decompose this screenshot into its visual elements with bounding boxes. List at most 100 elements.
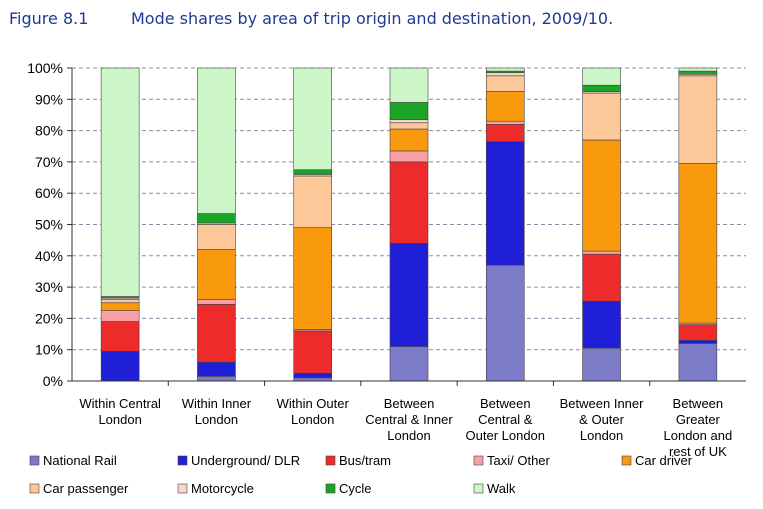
x-tick-label-line: London (580, 428, 623, 443)
x-tick-label: Between Greater London and rest of UK (664, 396, 733, 459)
bar-segment (293, 67, 333, 171)
legend-swatch (29, 483, 40, 494)
bar-segment (100, 67, 140, 297)
x-tick-label: Between Central & Outer London (466, 396, 546, 443)
bar-segment (485, 67, 525, 72)
bar-segment (582, 253, 621, 302)
bar-segment (485, 124, 525, 142)
bar-segment (485, 141, 525, 266)
x-tick-label-line: Within Central (79, 396, 161, 411)
bar-segment (197, 224, 236, 250)
legend-swatch (473, 455, 484, 466)
legend-label: Car driver (635, 453, 693, 468)
bar-segment (485, 264, 525, 382)
legend-label: Car passenger (43, 481, 129, 496)
legend: National Rail Underground/ DLR Bus/tram Tax… (29, 453, 693, 496)
bar-segment (389, 346, 429, 382)
bar-segment (389, 119, 429, 124)
x-tick-label-line: Within Outer (277, 396, 350, 411)
bar-segment (582, 67, 621, 86)
x-tick-label-line: London (291, 412, 334, 427)
bar-segment (197, 361, 236, 377)
bar-segment (293, 175, 333, 228)
bar-segment (100, 310, 140, 322)
x-tick-label-line: Between (384, 396, 435, 411)
bar-segment (582, 250, 621, 255)
bar-segment (100, 350, 140, 382)
x-tick-label-line: London and (664, 428, 733, 443)
y-tick-label: 80% (35, 123, 63, 139)
legend-label: Walk (487, 481, 516, 496)
y-tick-label: 30% (35, 279, 63, 295)
bar-stacks (100, 67, 718, 382)
bar-segment (293, 372, 333, 379)
x-tick-label-line: Outer London (466, 428, 546, 443)
bar-segment (389, 122, 429, 130)
y-tick-label: 90% (35, 91, 63, 107)
bar-segment (293, 227, 333, 330)
x-tick-label-line: Between Inner (560, 396, 645, 411)
legend-label: National Rail (43, 453, 117, 468)
x-tick-label: Between Central & Inner London (365, 396, 453, 443)
bar-segment (678, 324, 718, 341)
x-tick-label-line: Central & (478, 412, 533, 427)
x-tick-label-line: London (98, 412, 141, 427)
bar-segment (389, 150, 429, 163)
axes (67, 67, 746, 386)
bar-segment (678, 340, 718, 344)
x-tick-label: Within Outer London (277, 396, 350, 427)
bar-segment (485, 120, 525, 125)
x-tick-label: Within Inner London (182, 396, 252, 427)
x-tick-label-line: Central & Inner (365, 412, 453, 427)
bar-segment (582, 347, 621, 382)
legend-swatch (29, 455, 40, 466)
bar-segment (100, 299, 140, 304)
bar-segment (197, 213, 236, 224)
bar-segment (485, 91, 525, 122)
y-tick-label: 60% (35, 185, 63, 201)
x-tick-label-line: rest of UK (669, 444, 727, 459)
y-tick-label: 20% (35, 310, 63, 326)
bar-segment (197, 376, 236, 382)
bar-segment (197, 304, 236, 363)
bar-segment (293, 169, 333, 175)
bar-segment (582, 92, 621, 141)
bar-segment (485, 72, 525, 77)
figure-label: Figure 8.1 (9, 9, 89, 28)
x-tick-label-line: London (387, 428, 430, 443)
legend-label: Cycle (339, 481, 372, 496)
bar-segment (389, 242, 429, 347)
y-axis-tick-labels: 0% 10% 20% 30% 40% 50% 60% 70% 80% 90% 100% (27, 60, 63, 389)
bar-segment (678, 75, 718, 164)
legend-label: Motorcycle (191, 481, 254, 496)
bar-segment (678, 343, 718, 382)
y-tick-label: 100% (27, 60, 63, 76)
bar-segment (389, 161, 429, 244)
legend-swatch (325, 455, 336, 466)
x-tick-label-line: & Outer (579, 412, 624, 427)
y-tick-label: 50% (35, 217, 63, 233)
bar-segment (197, 67, 236, 214)
x-tick-label-line: Greater (676, 412, 721, 427)
bar-segment (100, 321, 140, 352)
bar-segment (197, 249, 236, 300)
legend-label: Underground/ DLR (191, 453, 300, 468)
x-tick-label-line: Between (480, 396, 531, 411)
y-tick-label: 0% (43, 373, 63, 389)
y-tick-label: 40% (35, 248, 63, 264)
x-tick-label: Within Central London (79, 396, 161, 427)
bar-segment (582, 139, 621, 252)
bar-segment (389, 128, 429, 152)
y-tick-label: 70% (35, 154, 63, 170)
x-tick-label-line: Between (673, 396, 724, 411)
y-tick-label: 10% (35, 342, 63, 358)
legend-swatch (621, 455, 632, 466)
bar-segment (389, 67, 429, 103)
bar-segment (389, 102, 429, 120)
bar-segment (678, 70, 718, 75)
bar-segment (582, 84, 621, 92)
x-tick-label-line: London (195, 412, 238, 427)
legend-swatch (177, 483, 188, 494)
